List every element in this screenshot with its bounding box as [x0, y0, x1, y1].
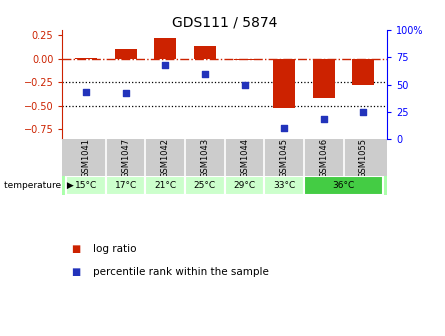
Text: percentile rank within the sample: percentile rank within the sample [93, 267, 269, 277]
Point [281, 125, 288, 131]
Text: ■: ■ [71, 244, 81, 254]
Bar [273, 58, 295, 108]
Bar [154, 38, 176, 58]
Text: 17°C: 17°C [114, 181, 137, 190]
Bar [185, 176, 225, 195]
Text: 25°C: 25°C [194, 181, 216, 190]
Text: 29°C: 29°C [234, 181, 255, 190]
Point [241, 82, 248, 87]
Text: GSM1042: GSM1042 [161, 137, 170, 177]
Bar [264, 176, 304, 195]
Bar [146, 176, 185, 195]
Text: ■: ■ [71, 267, 81, 277]
Point [201, 71, 208, 76]
Text: temperature  ▶: temperature ▶ [4, 181, 74, 190]
Text: GSM1041: GSM1041 [81, 137, 91, 177]
Text: 36°C: 36°C [332, 181, 355, 190]
Text: GSM1055: GSM1055 [359, 137, 368, 177]
Text: log ratio: log ratio [93, 244, 137, 254]
Bar [234, 58, 255, 59]
Point [122, 91, 129, 96]
Point [320, 117, 328, 122]
Text: GSM1043: GSM1043 [200, 137, 210, 178]
Bar [106, 176, 146, 195]
Bar [194, 46, 216, 58]
Text: GSM1046: GSM1046 [319, 137, 328, 178]
Point [360, 109, 367, 114]
Title: GDS111 / 5874: GDS111 / 5874 [172, 15, 277, 29]
Bar [304, 176, 383, 195]
Bar [66, 176, 106, 195]
Bar [225, 176, 264, 195]
Text: GSM1045: GSM1045 [279, 137, 289, 177]
Text: GSM1044: GSM1044 [240, 137, 249, 177]
Text: 15°C: 15°C [75, 181, 97, 190]
Bar [313, 58, 335, 98]
Text: 21°C: 21°C [154, 181, 176, 190]
Bar [352, 58, 374, 85]
Text: GSM1047: GSM1047 [121, 137, 130, 178]
Point [162, 62, 169, 68]
Text: 33°C: 33°C [273, 181, 295, 190]
Point [82, 89, 89, 95]
Bar [115, 49, 137, 58]
